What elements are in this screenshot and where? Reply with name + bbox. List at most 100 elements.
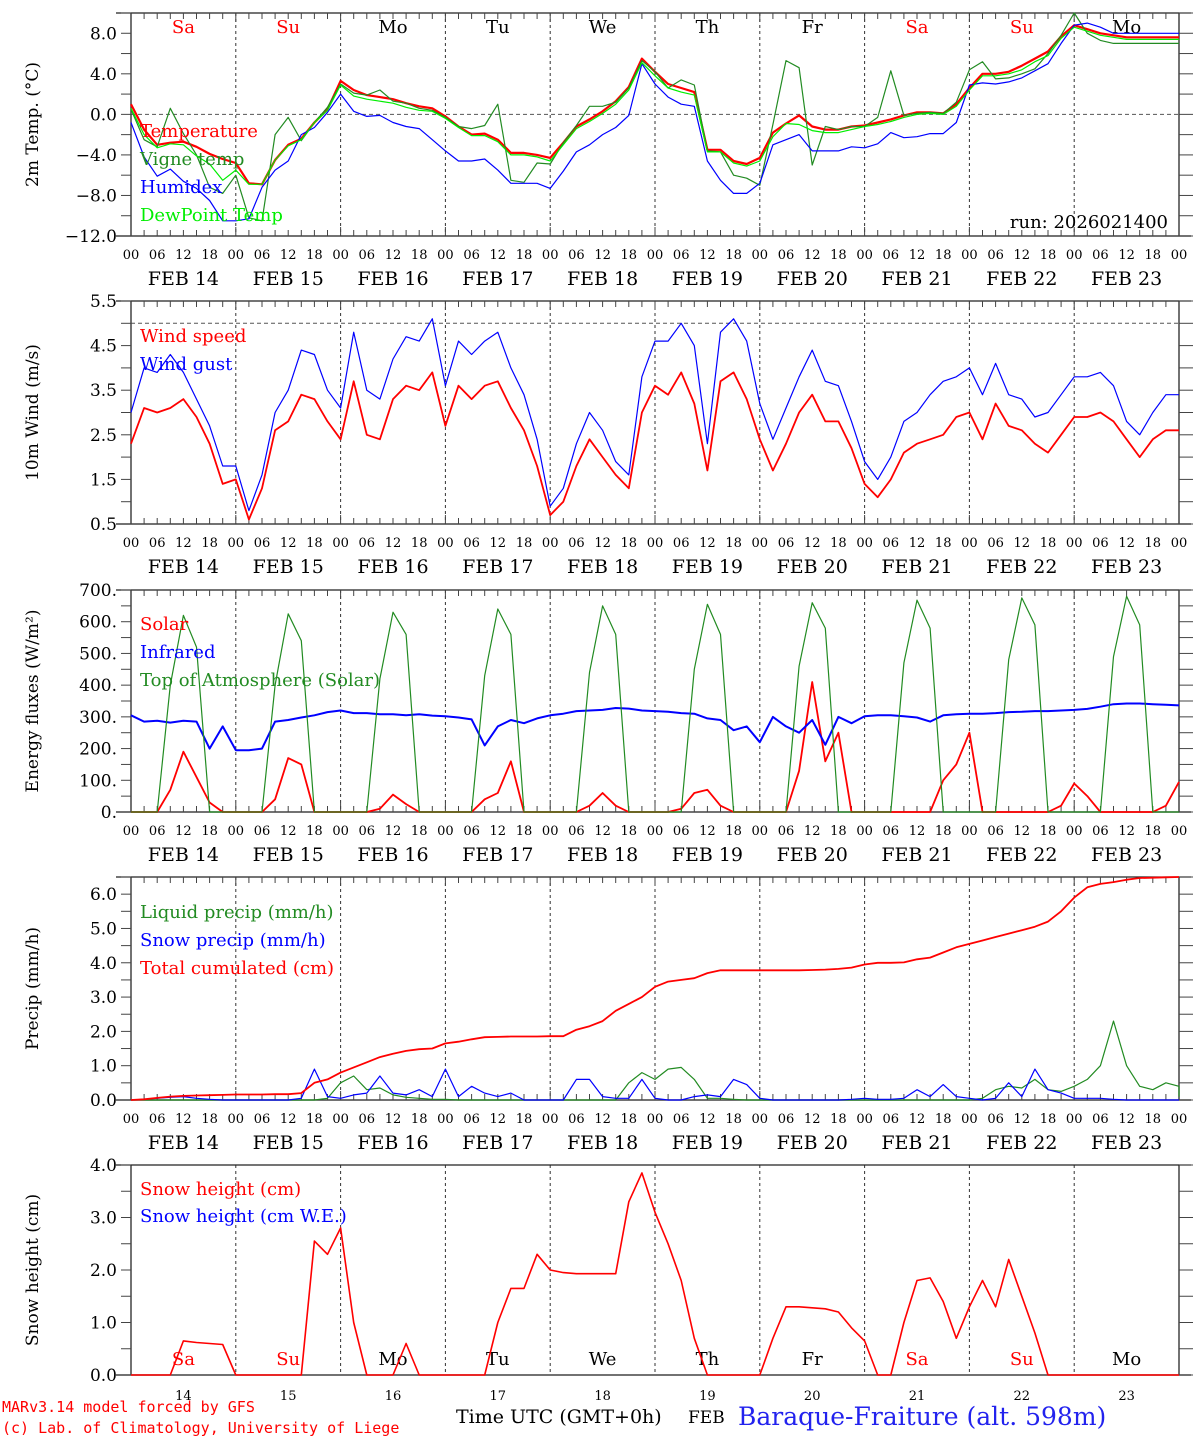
legend-entry: Snow precip (mm/h) [140,930,326,951]
x-day-number: 23 [1118,1389,1135,1404]
y-tick-label: −4.0 [76,146,117,166]
x-date-label: FEB 15 [253,844,324,866]
y-tick-label: 100. [79,771,117,791]
weekday-label: We [589,17,617,38]
x-hour-label: 12 [1118,824,1135,839]
x-hour-label: 18 [411,1112,428,1127]
x-hour-label: 18 [935,824,952,839]
x-hour-label: 18 [1040,824,1057,839]
x-hour-label: 12 [490,1112,507,1127]
x-hour-label: 06 [883,536,900,551]
y-tick-label: 0. [101,803,117,823]
y-tick-label: 2.0 [90,1261,117,1281]
x-hour-label: 12 [909,248,926,263]
x-hour-label: 12 [385,248,402,263]
panel-temp: 8.0 4.0 0.0 −4.0 −8.0 −12.0 2m Temp. (°C) 00 06 1… [23,12,1193,290]
x-hour-label: 06 [149,248,166,263]
x-hour-label: 12 [490,824,507,839]
x-hour-label: 00 [1171,824,1188,839]
x-hour-label: 00 [123,1112,140,1127]
x-hour-label: 00 [961,824,978,839]
x-date-label: FEB 16 [357,268,428,290]
x-hour-label: 00 [437,1112,454,1127]
weekday-label: Su [1010,1349,1034,1370]
x-hour-label: 06 [568,536,585,551]
x-hour-label: 00 [1066,536,1083,551]
x-day-number: 16 [385,1389,402,1404]
legend-entry: Snow height (cm W.E.) [140,1206,347,1227]
x-hour-label: 00 [332,536,349,551]
x-hour-label: 18 [1040,536,1057,551]
x-hour-label: 12 [1118,536,1135,551]
x-hour-label: 12 [909,824,926,839]
x-date-label: FEB 18 [567,1132,638,1154]
model-credit: MARv3.14 model forced by GFS [2,1398,255,1416]
y-tick-label: 4.0 [90,65,117,85]
weekday-label: Mo [378,17,407,38]
x-day-number: 14 [175,1389,192,1404]
x-hour-label: 00 [1066,824,1083,839]
x-hour-label: 18 [621,824,638,839]
x-hour-label: 00 [332,1112,349,1127]
x-date-label: FEB 17 [462,556,533,578]
x-hour-label: 12 [699,1112,716,1127]
x-date-label: FEB 17 [462,1132,533,1154]
x-hour-label: 18 [516,1112,533,1127]
x-hour-label: 18 [1040,248,1057,263]
x-hour-label: 06 [463,536,480,551]
weekday-label: Mo [378,1349,407,1370]
legend-entry: DewPoint Temp [140,205,283,226]
weekday-label: Mo [1112,1349,1141,1370]
x-hour-label: 12 [594,248,611,263]
x-day-number: 18 [594,1389,611,1404]
x-hour-label: 06 [463,824,480,839]
x-date-label: FEB 20 [777,1132,848,1154]
series-line-total-cumulated-cm [130,876,1180,1101]
x-hour-label: 12 [699,824,716,839]
x-date-label: FEB 14 [148,556,219,578]
x-hour-label: 06 [778,1112,795,1127]
legend-entry: Solar [140,614,189,635]
x-hour-label: 12 [594,824,611,839]
y-tick-label: 3.0 [90,988,117,1008]
y-tick-label: 1.0 [90,1314,117,1334]
x-hour-label: 06 [254,824,271,839]
y-tick-label: 300. [79,708,117,728]
x-hour-label: 18 [621,536,638,551]
x-date-label: FEB 22 [986,844,1057,866]
x-hour-label: 12 [804,1112,821,1127]
legend-entry: Snow height (cm) [140,1179,301,1200]
x-hour-label: 18 [516,248,533,263]
x-hour-label: 00 [437,824,454,839]
x-hour-label: 00 [1171,248,1188,263]
y-tick-label: 4.0 [90,954,117,974]
x-hour-label: 06 [987,1112,1004,1127]
x-hour-label: 06 [254,536,271,551]
x-hour-label: 06 [883,824,900,839]
y-tick-label: 0.5 [90,515,117,535]
series-line-snow-height-cm [131,1172,1179,1376]
x-hour-label: 06 [778,824,795,839]
x-date-label: FEB 15 [253,556,324,578]
x-hour-label: 06 [1092,1112,1109,1127]
x-hour-label: 06 [463,1112,480,1127]
x-day-number: 20 [804,1389,821,1404]
x-hour-label: 00 [856,824,873,839]
x-hour-label: 18 [830,536,847,551]
x-day-number: 19 [699,1389,716,1404]
x-hour-label: 00 [228,824,245,839]
x-hour-label: 12 [804,248,821,263]
series-line-wind-gust [130,318,1179,512]
x-hour-label: 12 [699,536,716,551]
x-date-label: FEB 16 [357,844,428,866]
x-hour-label: 06 [673,536,690,551]
x-hour-label: 06 [254,1112,271,1127]
y-tick-label: 8.0 [90,24,117,44]
y-axis-label: Precip (mm/h) [23,927,43,1050]
x-date-label: FEB 21 [881,1132,952,1154]
time-axis-label: Time UTC (GMT+0h) [456,1406,662,1428]
x-hour-label: 12 [1014,1112,1031,1127]
x-hour-label: 18 [621,1112,638,1127]
x-hour-label: 06 [254,248,271,263]
x-hour-label: 18 [411,824,428,839]
